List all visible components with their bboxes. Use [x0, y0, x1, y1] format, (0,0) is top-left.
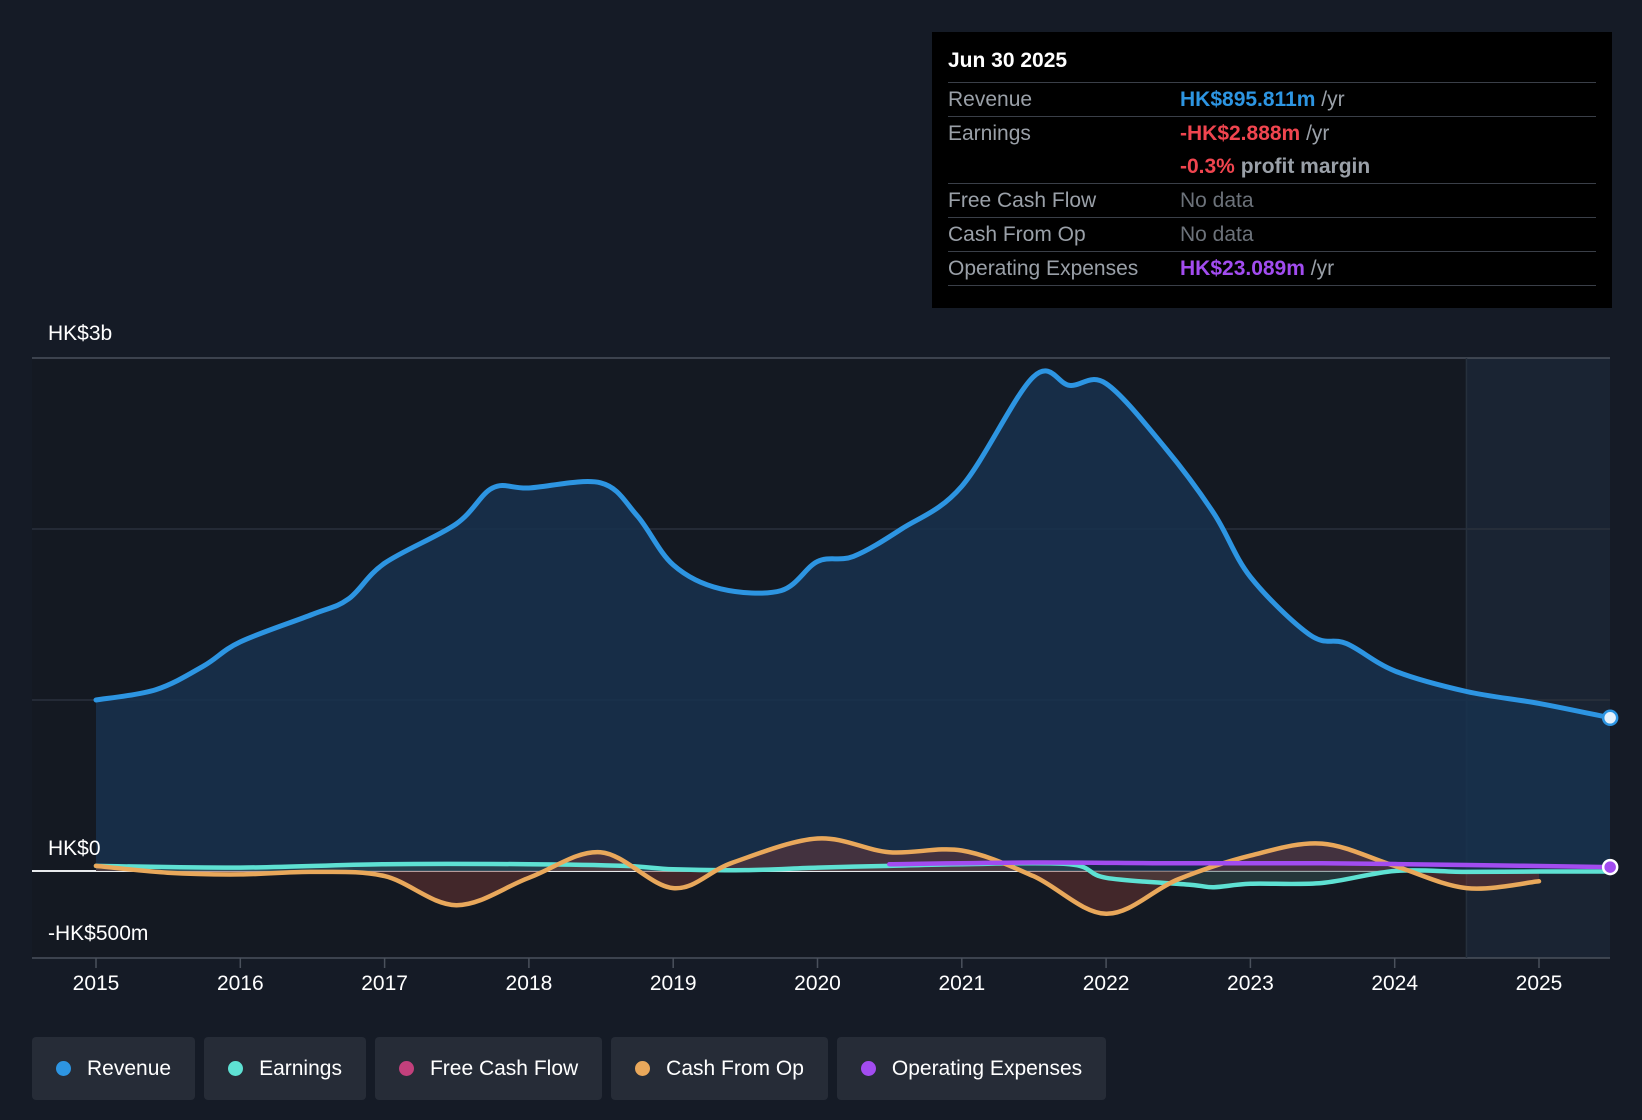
x-tick-label: 2024 — [1371, 972, 1418, 995]
legend-dot-icon — [860, 1061, 876, 1076]
x-tick-label: 2015 — [73, 972, 120, 995]
tooltip-label: Free Cash Flow — [948, 189, 1097, 212]
x-tick-label: 2022 — [1083, 972, 1130, 995]
legend-item-operating-expenses[interactable]: Operating Expenses — [836, 1037, 1107, 1100]
revenue-line — [93, 368, 1610, 721]
tooltip-value: HK$895.811m — [1180, 88, 1316, 111]
legend-dot-icon — [635, 1061, 651, 1076]
x-tick-label: 2023 — [1227, 972, 1274, 995]
x-tick-label: 2017 — [361, 972, 408, 995]
x-tick-label: 2018 — [506, 972, 553, 995]
tooltip-value: HK$23.089m — [1180, 257, 1305, 280]
y-tick-label: HK$0 — [48, 837, 101, 860]
legend-dot-icon — [56, 1061, 71, 1076]
legend: Revenue Earnings Free Cash Flow Cash Fro… — [32, 1037, 1107, 1100]
tooltip-row-operating-expenses: Operating Expenses HK$23.089m /yr — [948, 252, 1596, 286]
legend-item-earnings[interactable]: Earnings — [204, 1037, 366, 1100]
x-tick-label: 2019 — [650, 972, 697, 995]
tooltip: Jun 30 2025 Revenue HK$895.811m /yr Earn… — [932, 32, 1612, 308]
tooltip-value: No data — [1180, 189, 1254, 212]
cash-from-op-area — [96, 838, 1539, 914]
x-tick-label: 2020 — [794, 972, 841, 995]
tooltip-value: -HK$2.888m — [1180, 122, 1301, 145]
y-tick-label: -HK$500m — [48, 922, 148, 945]
tooltip-suffix: /yr — [1300, 122, 1330, 145]
tooltip-label: Cash From Op — [948, 223, 1086, 246]
legend-item-free-cash-flow[interactable]: Free Cash Flow — [374, 1037, 603, 1100]
legend-label: Revenue — [87, 1056, 172, 1080]
tooltip-row-cash-from-op: Cash From Op No data — [948, 218, 1596, 252]
legend-label: Earnings — [259, 1056, 342, 1080]
tooltip-value: -0.3% — [1180, 155, 1235, 178]
revenue-area — [96, 370, 1610, 871]
legend-label: Cash From Op — [666, 1056, 804, 1080]
tooltip-suffix: /yr — [1315, 88, 1345, 111]
x-tick-label: 2016 — [217, 972, 264, 995]
tooltip-label: Operating Expenses — [948, 257, 1139, 280]
tooltip-row-revenue: Revenue HK$895.811m /yr — [948, 83, 1596, 117]
y-tick-label: HK$3b — [48, 322, 112, 345]
legend-item-cash-from-op[interactable]: Cash From Op — [611, 1037, 828, 1100]
operating-expenses-end-marker — [1601, 858, 1619, 876]
tooltip-suffix: /yr — [1304, 257, 1335, 280]
operating-expenses-line — [887, 860, 1610, 870]
legend-item-revenue[interactable]: Revenue — [32, 1037, 196, 1100]
x-tick-label: 2025 — [1516, 972, 1563, 995]
x-tick-label: 2021 — [938, 972, 985, 995]
tooltip-suffix: profit margin — [1234, 155, 1371, 178]
tooltip-value: No data — [1180, 223, 1254, 246]
tooltip-row-free-cash-flow: Free Cash Flow No data — [948, 184, 1596, 218]
cash-from-op-line — [93, 836, 1542, 917]
legend-dot-icon — [228, 1061, 244, 1076]
tooltip-row-profit-margin: -0.3% profit margin — [948, 150, 1596, 184]
tooltip-label — [948, 150, 1180, 183]
earnings-area — [96, 863, 1610, 888]
revenue-end-marker — [1601, 709, 1619, 727]
legend-label: Operating Expenses — [891, 1056, 1083, 1080]
tooltip-date: Jun 30 2025 — [948, 46, 1596, 83]
tooltip-row-earnings: Earnings -HK$2.888m /yr — [948, 117, 1596, 150]
legend-label: Free Cash Flow — [429, 1056, 579, 1080]
tooltip-label: Revenue — [948, 88, 1033, 111]
legend-dot-icon — [398, 1061, 414, 1076]
tooltip-label: Earnings — [948, 122, 1031, 145]
